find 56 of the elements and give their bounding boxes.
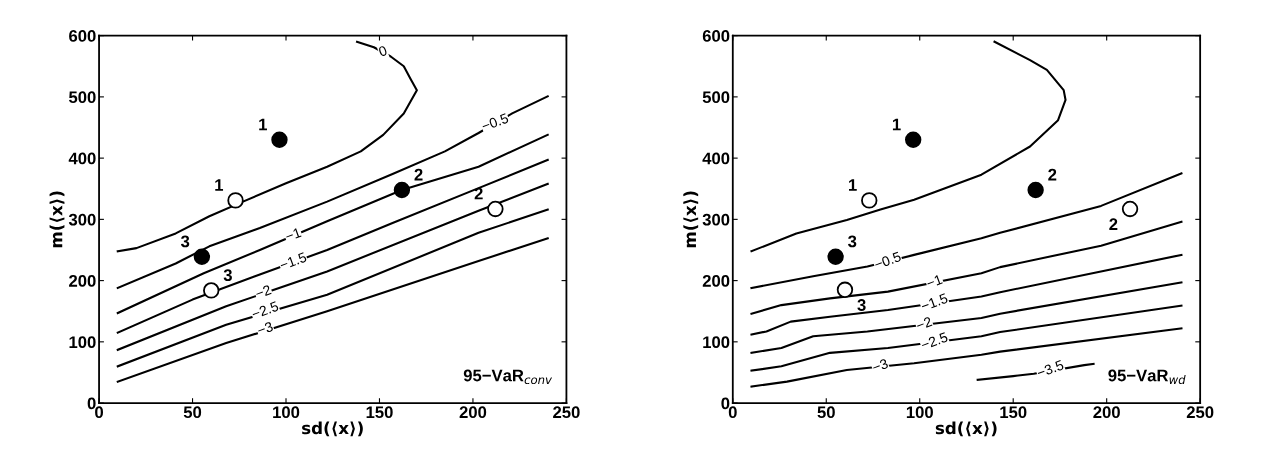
annotation: −2 [254,284,272,299]
annotation: 1 [849,179,857,191]
annotation: −2 [915,316,933,331]
x-tick-label: 250 [1186,406,1214,419]
annotation: 1 [259,118,267,131]
x-axis-title: sd(⟨x⟩) [935,421,997,437]
x-tick-label: 200 [459,406,487,419]
x-tick-label: 250 [553,406,580,419]
y-tick-label: 400 [68,152,96,165]
x-tick-label: 50 [183,406,202,419]
y-tick-label: 300 [68,213,96,226]
y-tick-label: 0 [721,397,730,410]
x-tick-label: 150 [366,406,393,419]
annotation: −1.5 [920,293,949,312]
annotation: −1 [284,227,302,242]
y-axis-title: m(⟨x⟩) [49,191,65,248]
annotation: −3 [871,358,889,373]
annotation: 0 [378,45,388,57]
y-tick-label: 500 [68,91,96,104]
annotation: 2 [1109,218,1118,230]
y-tick-label: 200 [702,275,730,287]
y-tick-label: 100 [69,336,96,349]
y-axis-title: m(⟨x⟩) [683,191,699,248]
x-tick-label: 50 [817,406,835,419]
annotation: −1 [925,274,943,289]
annotation: 1 [892,118,901,131]
annotation: 2 [414,168,423,181]
annotation: −3.5 [1036,359,1065,378]
annotation: 95−VaR$_{conv}$ [463,369,553,385]
x-tick-label: 150 [1000,406,1027,419]
x-tick-label: 200 [1093,406,1120,419]
y-tick-label: 600 [702,30,730,42]
annotation: 3 [857,299,866,311]
y-tick-label: 500 [702,91,730,104]
y-tick-label: 100 [703,336,730,349]
y-tick-label: 400 [702,152,730,165]
y-tick-label: 600 [69,30,96,42]
annotation: 3 [180,235,190,248]
annotation: −0.5 [873,251,902,270]
annotation: −2.5 [920,331,949,351]
x-tick-label: 100 [906,406,933,419]
annotation: 3 [223,269,232,281]
x-axis-title: sd(⟨x⟩) [302,421,363,437]
x-tick-label: 0 [95,406,104,419]
annotation: −1.5 [279,252,308,271]
annotation: 3 [848,235,857,248]
annotation: −2.5 [251,300,280,320]
y-tick-label: 300 [702,213,730,226]
y-tick-label: 0 [87,397,96,410]
annotation: −3 [256,321,274,336]
x-tick-label: 100 [273,406,300,419]
annotation: 1 [215,179,224,191]
y-tick-label: 200 [69,275,96,287]
annotation: 95−VaR$_{wd}$ [1108,369,1186,385]
annotation: −0.5 [481,112,509,132]
annotation: 2 [1048,168,1057,181]
